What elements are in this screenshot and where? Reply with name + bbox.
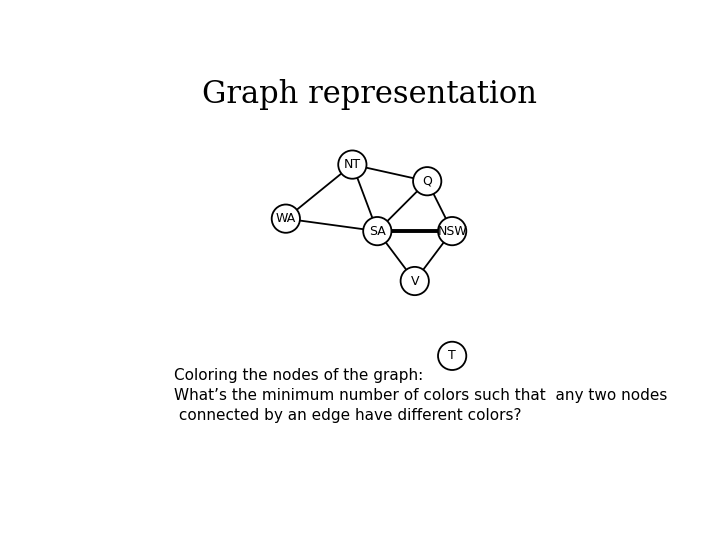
Text: NSW: NSW	[437, 225, 467, 238]
Text: Coloring the nodes of the graph:
What’s the minimum number of colors such that  : Coloring the nodes of the graph: What’s …	[174, 368, 667, 423]
Circle shape	[400, 267, 429, 295]
Text: T: T	[449, 349, 456, 362]
Circle shape	[338, 151, 366, 179]
Text: SA: SA	[369, 225, 386, 238]
Text: NT: NT	[344, 158, 361, 171]
Text: V: V	[410, 274, 419, 287]
Circle shape	[438, 342, 467, 370]
Circle shape	[271, 205, 300, 233]
Text: Q: Q	[422, 175, 432, 188]
Text: WA: WA	[276, 212, 296, 225]
Circle shape	[438, 217, 467, 245]
Text: Graph representation: Graph representation	[202, 79, 536, 110]
Circle shape	[413, 167, 441, 195]
Circle shape	[363, 217, 392, 245]
